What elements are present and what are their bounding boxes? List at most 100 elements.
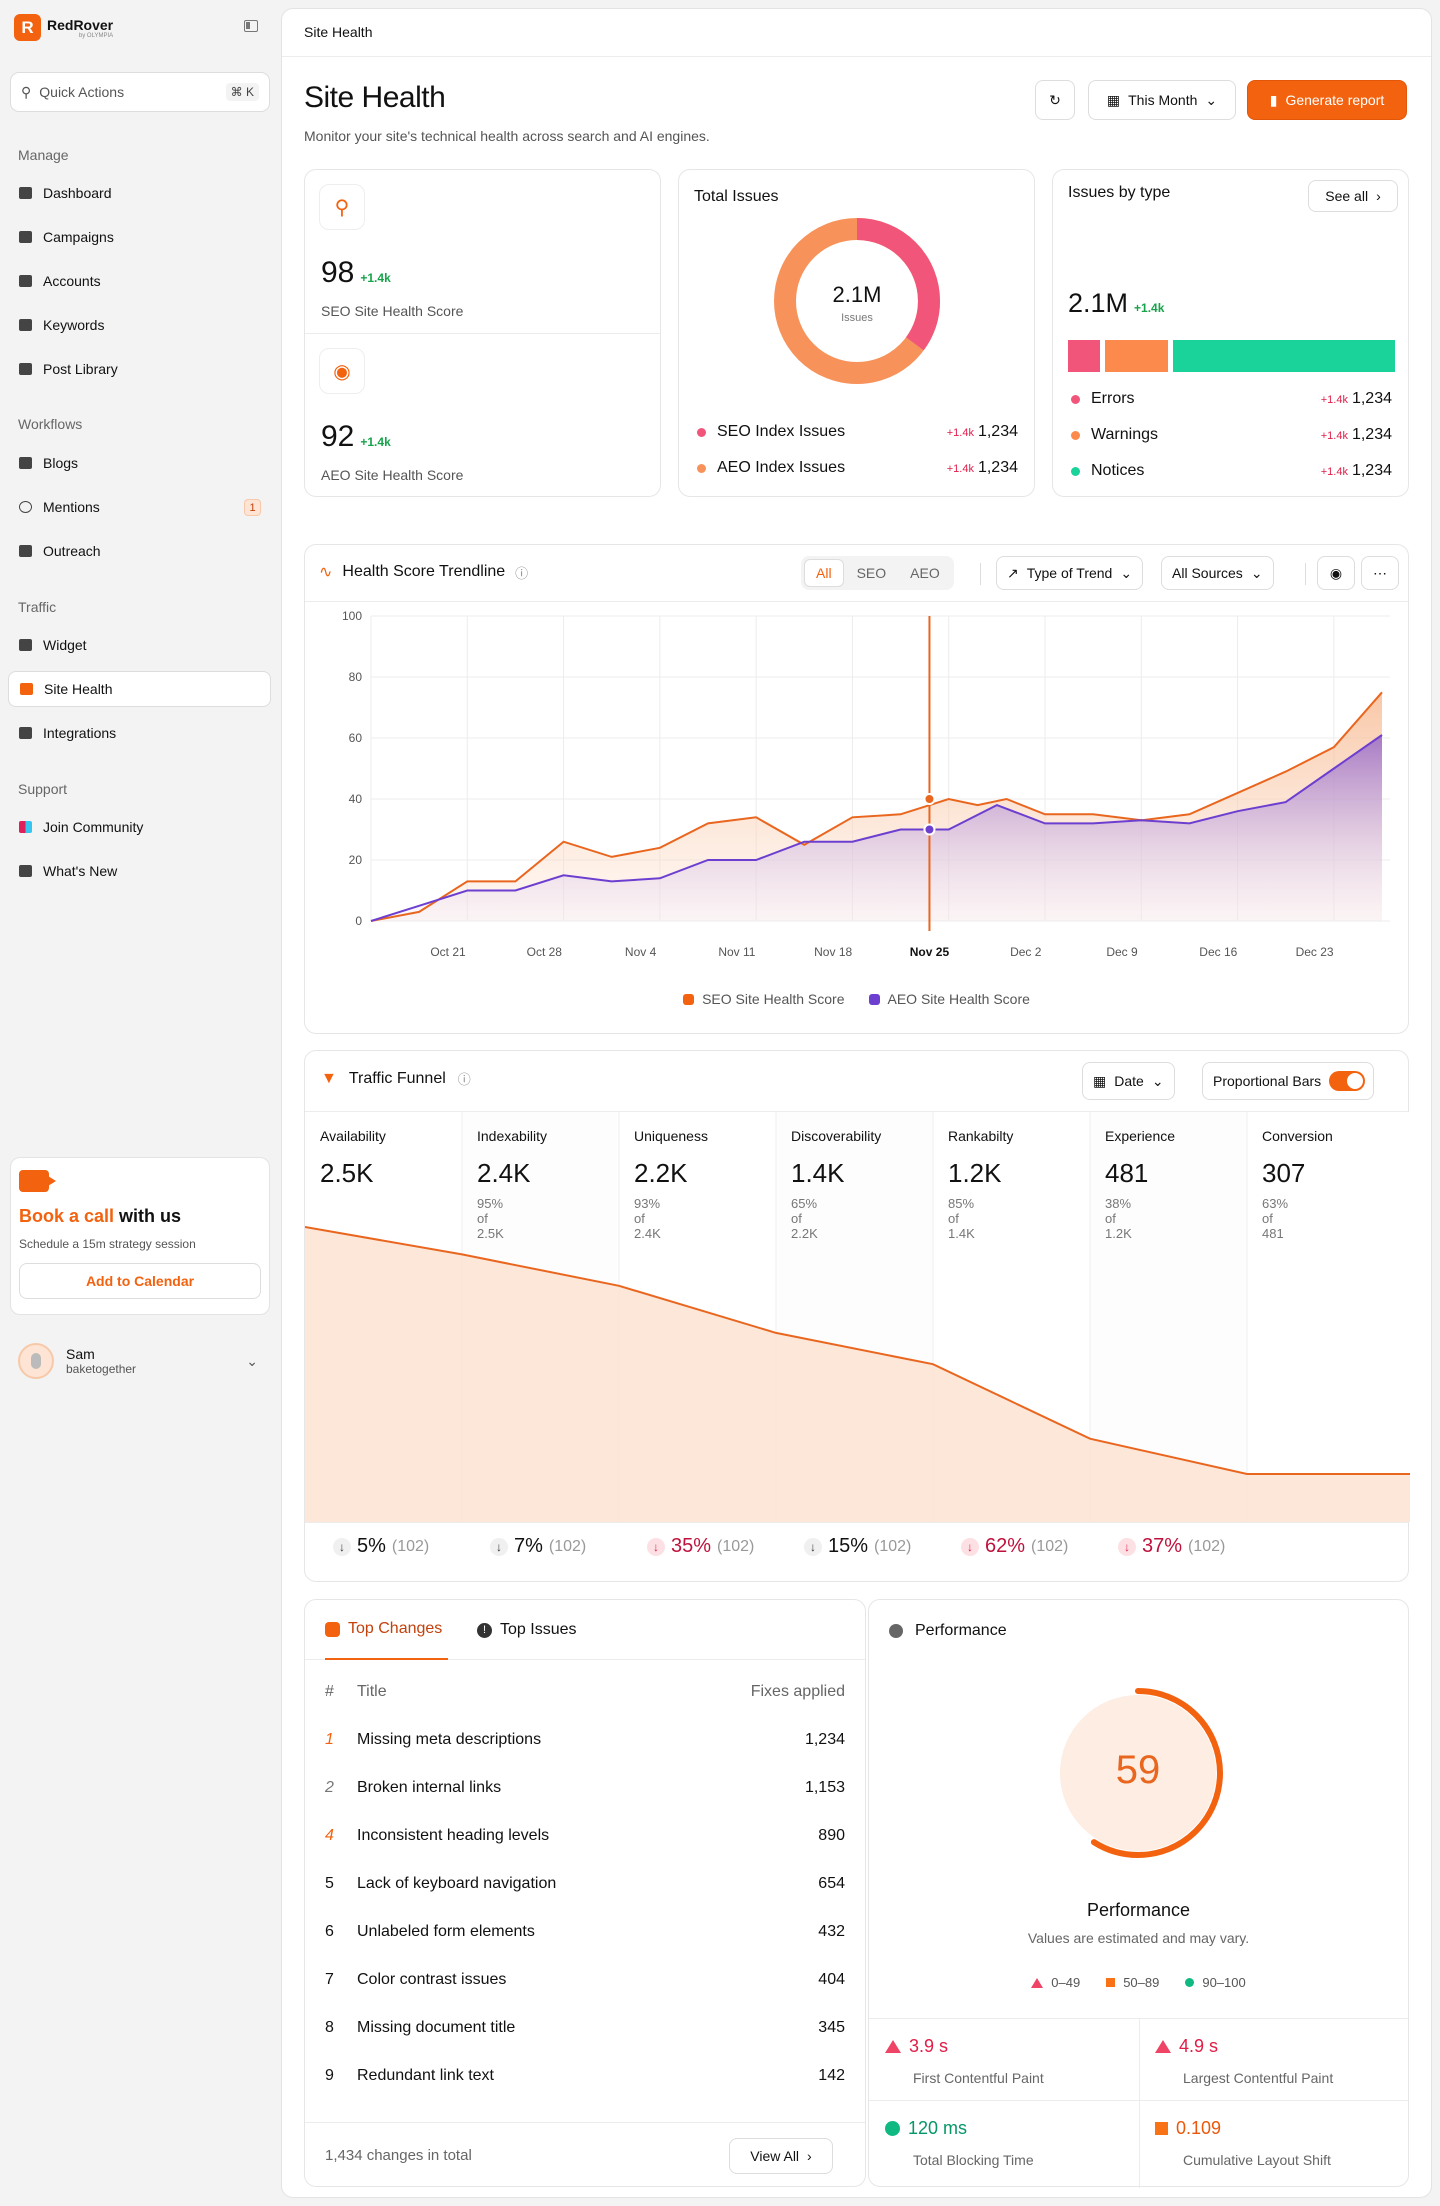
aeo-index-issues-legend: AEO Index Issues (697, 459, 845, 477)
changes-icon (325, 1621, 340, 1637)
sidebar-item-post-library[interactable]: Post Library (8, 351, 271, 387)
trendline-chart[interactable]: 0 20 40 60 80 100 Oct 21 Oct 28 Nov 4 Nov 11 Nov 1… (305, 601, 1410, 991)
table-row[interactable]: 4 Inconsistent heading levels 890 (325, 1812, 845, 1860)
stage-subtext: 93% of 2.4K (634, 1196, 661, 1241)
changes-total: 1,434 changes in total (325, 2147, 472, 2164)
metric-value: 4.9 s (1155, 2036, 1218, 2057)
segment-all[interactable]: All (804, 559, 844, 587)
chevron-down-icon: ⌄ (1205, 91, 1218, 108)
sidebar-item-widget[interactable]: Widget (8, 627, 271, 663)
issues-total-value: 2.1M (1068, 288, 1129, 318)
table-row[interactable]: 7 Color contrast issues 404 (325, 1956, 845, 2004)
sidebar-item-label: Join Community (43, 819, 144, 835)
table-header: # Title Fixes applied (325, 1668, 845, 1716)
row-title: Color contrast issues (357, 1971, 507, 1988)
dropdown-label: Type of Trend (1026, 565, 1113, 581)
sidebar-item-accounts[interactable]: Accounts (8, 263, 271, 299)
table-row[interactable]: 8 Missing document title 345 (325, 2004, 845, 2052)
toggle-switch[interactable] (1329, 1071, 1366, 1091)
row-title: Unlabeled form elements (357, 1923, 535, 1940)
avatar (18, 1343, 54, 1379)
sidebar-item-join-community[interactable]: Join Community (8, 809, 271, 845)
sidebar-item-label: Blogs (43, 455, 79, 471)
all-sources-dropdown[interactable]: All Sources ⌄ (1161, 556, 1274, 590)
issues-type-bar (1068, 340, 1395, 372)
legend-seo[interactable]: SEO Site Health Score (683, 991, 845, 1007)
value: 1,234 (1351, 426, 1392, 443)
info-icon[interactable]: ⓘ (457, 1072, 471, 1087)
sidebar-collapse-icon[interactable] (244, 20, 258, 32)
info-icon[interactable]: ⓘ (515, 565, 529, 581)
segment-aeo[interactable]: AEO (910, 565, 940, 581)
notices-value: +1.4k 1,234 (1321, 462, 1392, 480)
table-row[interactable]: 5 Lack of keyboard navigation 654 (325, 1860, 845, 1908)
add-to-calendar-button[interactable]: Add to Calendar (19, 1263, 261, 1299)
sidebar-item-whats-new[interactable]: What's New (8, 853, 271, 889)
table-row[interactable]: 6 Unlabeled form elements 432 (325, 1908, 845, 1956)
stage-name: Availability (320, 1128, 386, 1144)
generate-report-button[interactable]: ▮ Generate report (1247, 80, 1407, 120)
mentions-badge: 1 (244, 498, 261, 516)
drop-pct: 35% (671, 1535, 712, 1557)
performance-note: Values are estimated and may vary. (1027, 1930, 1250, 1946)
stage-name: Conversion (1262, 1128, 1333, 1144)
tab-label: Top Changes (348, 1620, 443, 1637)
palette-icon: ◉ (1329, 564, 1343, 581)
user-menu[interactable]: Sam baketogether ⌄ (18, 1343, 258, 1379)
slack-icon (19, 821, 32, 833)
user-handle: baketogether (66, 1362, 137, 1376)
sidebar-item-site-health[interactable]: Site Health (8, 671, 271, 707)
line-seo[interactable] (370, 691, 1383, 922)
more-icon: ⋯ (1373, 564, 1387, 581)
period-dropdown[interactable]: ▦ This Month ⌄ (1088, 80, 1236, 120)
brain-icon: ◉ (319, 348, 365, 394)
sidebar-item-blogs[interactable]: Blogs (8, 445, 271, 481)
legend-aeo[interactable]: AEO Site Health Score (868, 991, 1030, 1007)
range-label: 90–100 (1202, 1975, 1246, 1990)
chevron-down-icon: ⌄ (246, 1352, 258, 1369)
table-row[interactable]: 1 Missing meta descriptions 1,234 (325, 1716, 845, 1764)
see-all-button[interactable]: See all › (1308, 180, 1398, 212)
warnings-legend: Warnings (1071, 426, 1158, 444)
row-fixes: 1,153 (804, 1779, 845, 1796)
divider (305, 601, 1408, 602)
traffic-funnel-card: ▼ Traffic Funnel ⓘ ▦ Date ⌄ Proportional B… (304, 1050, 1410, 1582)
tab-top-issues[interactable]: ! Top Issues (477, 1600, 576, 1660)
table-row[interactable]: 9 Redundant link text 142 (325, 2052, 845, 2100)
legend-label: SEO Site Health Score (702, 991, 845, 1007)
stage-value: 2.4K (477, 1158, 531, 1188)
shortcut-badge: ⌘ K (225, 83, 259, 101)
header-divider (282, 56, 1431, 57)
errors-dot (1071, 394, 1080, 404)
brand-logo[interactable]: R RedRover by OLYMPIA (14, 14, 113, 41)
trend-icon: ↗ (1007, 564, 1019, 581)
date-dropdown[interactable]: ▦ Date ⌄ (1082, 1062, 1175, 1100)
type-of-trend-dropdown[interactable]: ↗ Type of Trend ⌄ (996, 556, 1144, 590)
line-aeo[interactable] (370, 734, 1383, 922)
sidebar-item-mentions[interactable]: Mentions 1 (8, 489, 271, 525)
sidebar-item-campaigns[interactable]: Campaigns (8, 219, 271, 255)
sidebar-item-integrations[interactable]: Integrations (8, 715, 271, 751)
aeo-score-delta: +1.4k (360, 435, 391, 449)
palette-button[interactable]: ◉ (1317, 556, 1355, 590)
divider (305, 1522, 1408, 1523)
drop-pct: 7% (514, 1535, 543, 1557)
metric-value: 0.109 (1155, 2118, 1221, 2139)
divider (305, 1111, 1408, 1112)
filter-icon: ▼ (321, 1069, 337, 1087)
refresh-button[interactable]: ↻ (1035, 80, 1075, 120)
view-all-button[interactable]: View All › (729, 2138, 833, 2174)
sidebar-item-keywords[interactable]: Keywords (8, 307, 271, 343)
more-options-button[interactable]: ⋯ (1361, 556, 1399, 590)
segment-seo[interactable]: SEO (856, 565, 887, 581)
table-row[interactable]: 2 Broken internal links 1,153 (325, 1764, 845, 1812)
tab-top-changes[interactable]: Top Changes (325, 1600, 449, 1660)
proportional-bars-toggle[interactable]: Proportional Bars (1202, 1062, 1375, 1100)
funnel-svg (305, 1112, 1410, 1522)
sidebar-item-outreach[interactable]: Outreach (8, 533, 271, 569)
sidebar-item-dashboard[interactable]: Dashboard (8, 175, 271, 211)
promo-title: Book a call with us (19, 1206, 261, 1227)
metric-value-text: 3.9 s (909, 2036, 949, 2056)
main-panel: Site Health Site Health Monitor your sit… (281, 8, 1432, 2198)
quick-actions-button[interactable]: ⚲ Quick Actions ⌘ K (10, 72, 270, 112)
